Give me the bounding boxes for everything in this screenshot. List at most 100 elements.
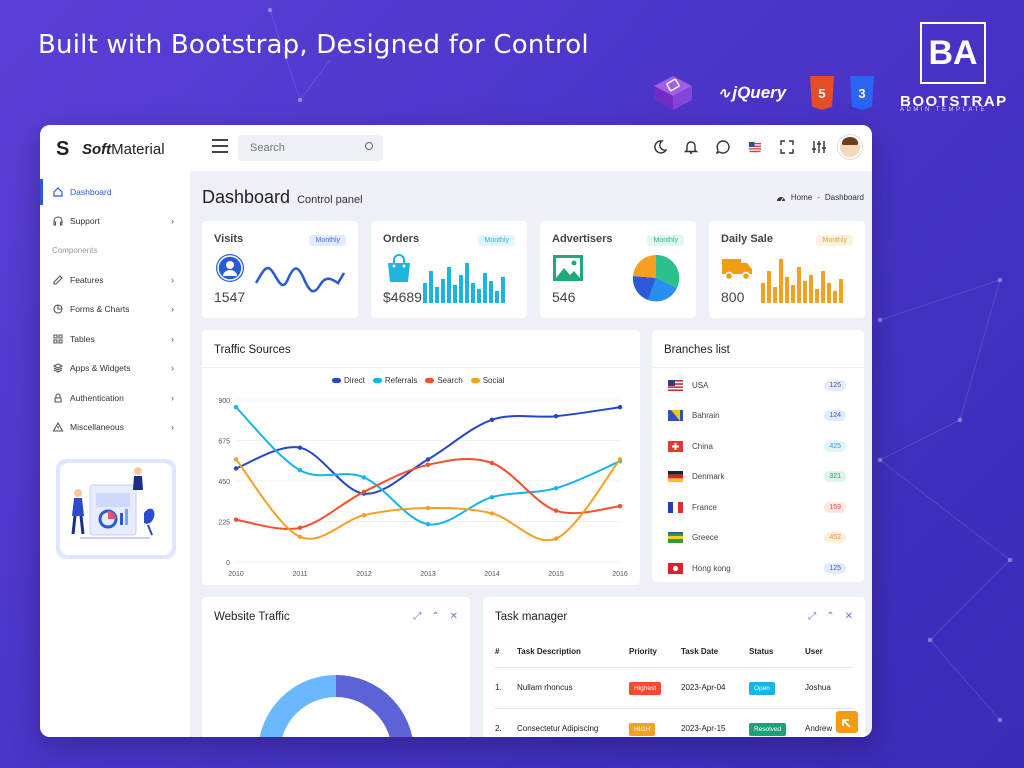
x-tick-label: 2014: [484, 571, 500, 578]
lock-icon: [54, 393, 62, 403]
branch-name: Greece: [692, 533, 719, 542]
branch-count-badge: 125: [824, 379, 846, 391]
x-tick-label: 2012: [356, 571, 372, 578]
list-item[interactable]: Hong kong 125: [652, 553, 864, 583]
column-header: Status: [749, 637, 805, 668]
stat-title: Orders: [383, 233, 420, 245]
country-flag-icon: [668, 471, 683, 482]
stat-title: Visits: [214, 233, 244, 245]
chevron-right-icon: ›: [171, 333, 174, 344]
css3-icon: 3: [850, 76, 874, 110]
card-title: Branches list: [664, 344, 730, 356]
chart-legend: Direct Referrals Search Social: [332, 376, 505, 385]
fullscreen-icon[interactable]: [778, 138, 796, 156]
country-flag-icon: [668, 410, 683, 421]
data-point: [617, 504, 623, 509]
y-tick-label: 675: [218, 439, 230, 446]
sidebar-item-label: Dashboard: [70, 186, 112, 197]
sidebar-item-dashboard[interactable]: Dashboard: [40, 177, 190, 207]
data-point: [489, 511, 495, 516]
breadcrumb-separator: -: [817, 193, 820, 202]
card-title: Website Traffic: [214, 611, 290, 623]
bootstrap-cube-icon: [654, 76, 692, 110]
brand-logo-icon: BA: [920, 22, 986, 84]
list-item[interactable]: USA 125: [652, 370, 864, 400]
breadcrumb-home-link[interactable]: Home: [790, 193, 813, 202]
stat-card-orders: Orders Monthly $4689: [371, 221, 527, 318]
page-subtitle: Control panel: [297, 194, 363, 206]
sidebar-item-tables[interactable]: Tables ›: [40, 324, 190, 354]
moon-icon[interactable]: [650, 138, 668, 156]
us-flag-icon[interactable]: [746, 138, 764, 156]
page-title-text: Dashboard: [202, 187, 291, 207]
priority-badge: HIGH: [629, 723, 656, 736]
chevron-up-icon[interactable]: ⌃: [826, 611, 835, 622]
expand-icon[interactable]: ⤢: [413, 611, 422, 622]
breadcrumb-current: Dashboard: [824, 193, 864, 202]
branches-list-card: Branches list USA 125 Bahrain 124 China 425 De…: [652, 330, 864, 582]
card-title: Traffic Sources: [214, 344, 291, 356]
logo-text-rest: Material: [111, 141, 165, 158]
sidebar-item-authentication[interactable]: Authentication ›: [40, 383, 190, 413]
column-header: Task Date: [681, 637, 749, 668]
legend-item: Referrals: [372, 376, 418, 385]
sidebar-item-features[interactable]: Features ›: [40, 265, 190, 295]
y-tick-label: 0: [226, 560, 230, 567]
pie-icon: [53, 304, 63, 314]
search-icon[interactable]: [365, 142, 373, 150]
search-input[interactable]: [238, 135, 383, 161]
chevron-right-icon: ›: [171, 304, 174, 315]
legend-label: Search: [437, 376, 463, 385]
stat-value: 1547: [214, 289, 246, 305]
html5-icon: 5: [810, 76, 834, 110]
chevron-up-icon[interactable]: ⌃: [431, 611, 440, 622]
analytics-illustration: [71, 467, 155, 539]
home-icon: [53, 186, 63, 197]
chevron-right-icon: ›: [171, 363, 174, 374]
branch-count-badge: 452: [824, 532, 846, 543]
settings-sliders-icon[interactable]: [810, 138, 828, 156]
branch-name: Bahrain: [692, 411, 720, 420]
list-item[interactable]: Bahrain 124: [652, 401, 864, 431]
promo-headline: Built with Bootstrap, Designed for Contr…: [38, 30, 589, 60]
country-flag-icon: [668, 501, 683, 513]
stat-badge: Monthly: [309, 235, 346, 246]
legend-label: Referrals: [384, 376, 418, 385]
user-avatar[interactable]: [838, 135, 862, 159]
expand-icon[interactable]: ⤢: [808, 611, 817, 622]
legend-label: Direct: [344, 376, 365, 385]
list-item[interactable]: Greece 452: [652, 523, 864, 553]
sidebar-item-miscellaneous[interactable]: Miscellaneous ›: [40, 413, 190, 443]
data-point: [297, 525, 303, 530]
scroll-top-button[interactable]: [836, 711, 858, 733]
task-table: # Task Description Priority Task Date St…: [495, 637, 853, 737]
branch-count-badge: 425: [824, 440, 846, 452]
data-point: [361, 489, 367, 494]
close-icon[interactable]: ✕: [844, 611, 853, 622]
app-logo[interactable]: S SoftMaterial: [56, 138, 165, 161]
close-icon[interactable]: ✕: [449, 611, 458, 622]
table-row[interactable]: 2. Consectetur Adipiscing HIGH 2023-Apr-…: [495, 708, 853, 737]
bell-icon[interactable]: [682, 138, 700, 156]
visits-sparkline: [254, 266, 346, 293]
hamburger-menu-icon[interactable]: [212, 139, 228, 153]
sidebar-item-apps-widgets[interactable]: Apps & Widgets ›: [40, 354, 190, 384]
chat-icon[interactable]: [714, 138, 732, 156]
sidebar-illustration-card: [56, 459, 176, 559]
sidebar-item-forms-charts[interactable]: Forms & Charts ›: [40, 295, 190, 325]
x-tick-label: 2010: [228, 571, 244, 578]
website-traffic-donut: [259, 675, 413, 737]
task-description: Consectetur Adipiscing: [517, 708, 629, 737]
sidebar-item-support[interactable]: Support ›: [40, 207, 190, 237]
chevron-right-icon: ›: [171, 422, 174, 433]
card-tools: ⤢ ⌃ ✕: [808, 611, 853, 622]
data-point: [233, 457, 239, 462]
logo-s-icon: S: [56, 138, 70, 160]
list-item[interactable]: China 425: [652, 431, 864, 461]
sidebar-item-label: Features: [70, 274, 104, 285]
list-item[interactable]: France 159: [652, 492, 864, 522]
stat-title: Advertisers: [552, 233, 613, 245]
list-item[interactable]: Denmark 321: [652, 462, 864, 492]
branch-name: Denmark: [692, 472, 725, 481]
table-row[interactable]: 1. Nullam rhoncus Highest 2023-Apr-04 Op…: [495, 667, 853, 709]
